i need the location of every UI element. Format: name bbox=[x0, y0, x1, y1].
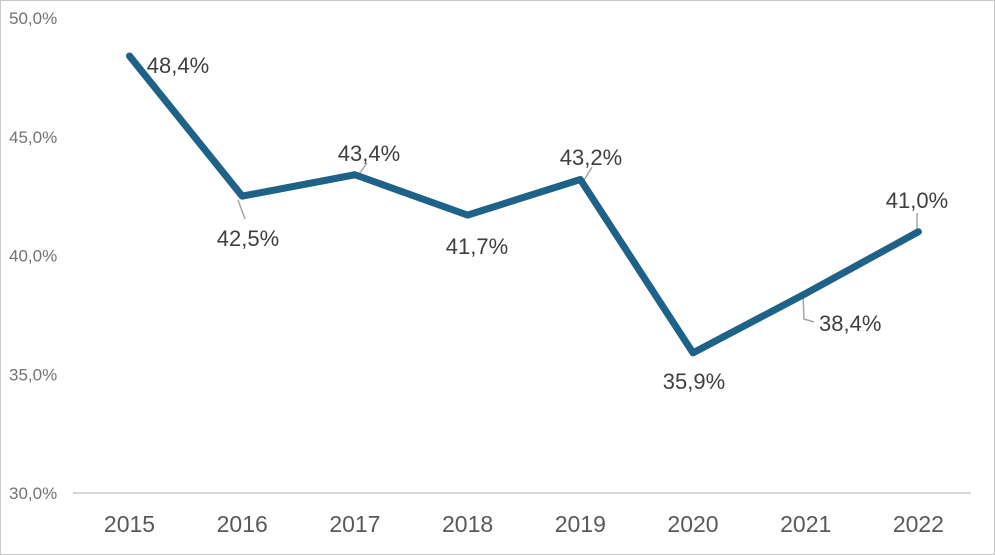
data-point-label: 43,2% bbox=[560, 145, 622, 170]
data-point-label: 38,4% bbox=[819, 311, 881, 336]
data-point-label: 48,4% bbox=[147, 53, 209, 78]
y-axis-tick-label: 45,0% bbox=[9, 128, 57, 147]
y-axis-tick-label: 40,0% bbox=[9, 247, 57, 266]
x-axis-category-label: 2018 bbox=[442, 511, 493, 537]
x-axis-category-label: 2015 bbox=[104, 511, 155, 537]
x-axis-category-label: 2021 bbox=[780, 511, 831, 537]
x-axis-category-label: 2020 bbox=[667, 511, 718, 537]
x-axis-category-label: 2019 bbox=[555, 511, 606, 537]
x-axis-category-label: 2022 bbox=[893, 511, 944, 537]
data-point-label: 35,9% bbox=[663, 369, 725, 394]
data-label-leader-line bbox=[802, 294, 815, 323]
data-point-label: 41,7% bbox=[446, 234, 508, 259]
data-point-label: 42,5% bbox=[217, 226, 279, 251]
y-axis-tick-label: 50,0% bbox=[9, 9, 57, 28]
y-axis-tick-label: 35,0% bbox=[9, 365, 57, 384]
data-point-label: 41,0% bbox=[886, 188, 948, 213]
series-line bbox=[126, 52, 922, 357]
x-axis-category-label: 2016 bbox=[217, 511, 268, 537]
data-point-label: 43,4% bbox=[338, 141, 400, 166]
data-label-leader-line bbox=[237, 199, 246, 220]
y-axis-tick-label: 30,0% bbox=[9, 484, 57, 503]
x-axis-category-label: 2017 bbox=[329, 511, 380, 537]
data-label-leader-line bbox=[582, 166, 593, 183]
